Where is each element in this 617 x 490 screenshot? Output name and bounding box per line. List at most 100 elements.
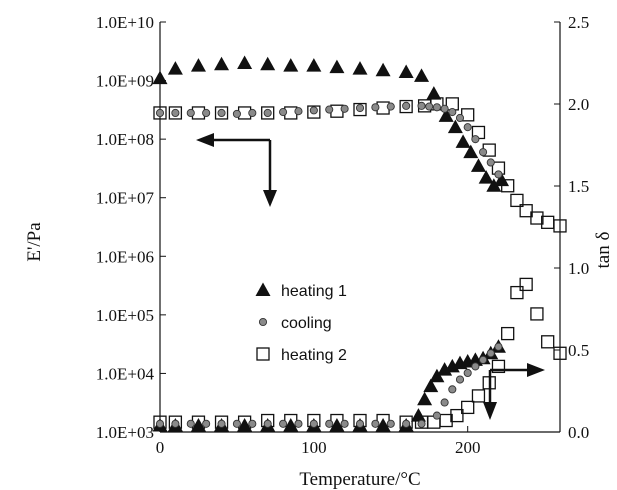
cooling-tan-delta-point (325, 419, 334, 428)
heating-1-tan-delta-point (375, 417, 391, 432)
cooling-tan-delta-point (309, 419, 318, 428)
modulus-arrow-head-left (196, 133, 214, 147)
left-y-axis-title: E'/Pa (24, 222, 45, 262)
left-y-tick-label: 1.0E+10 (96, 13, 154, 32)
cooling-modulus-point (448, 108, 457, 117)
ticks-group: 0 100 200 1.0E+03 1.0E+04 1.0E+05 1.0E+06 1.0E+… (96, 13, 589, 457)
heating-2-tan-delta-point (530, 307, 544, 321)
cooling-tan-delta-point (486, 349, 495, 358)
cooling-tan-delta-point (355, 419, 365, 428)
legend-marker-heating-1 (255, 282, 271, 296)
heating-1-modulus-point (214, 56, 230, 71)
cooling-tan-delta-point (232, 419, 241, 428)
heating-1-tan-delta-point (423, 378, 439, 393)
heating-2-modulus-point (168, 106, 183, 120)
heating-1-modulus-point (167, 61, 183, 75)
heating-2-tan-delta-point (519, 277, 533, 292)
heating-2-modulus-point (519, 204, 533, 218)
cooling-modulus-point (355, 103, 365, 113)
cooling-tan-delta-point (463, 368, 472, 378)
cooling-modulus-point (455, 113, 465, 123)
heating-1-modulus-point (438, 108, 454, 122)
cooling-tan-delta-point (471, 362, 480, 371)
cooling-tan-delta-point (479, 355, 488, 364)
heating-1-modulus-point (260, 56, 276, 71)
heating-1-modulus-point (463, 144, 479, 159)
cooling-tan-delta-point (279, 419, 288, 428)
heating-1-tan-delta-point (329, 417, 345, 432)
heating-1-modulus-point (426, 86, 442, 100)
axes-group (159, 22, 561, 433)
cooling-tan-delta-point (186, 419, 195, 428)
left-y-tick-label: 1.0E+07 (96, 189, 155, 208)
heating-1-tan-delta-point (237, 417, 253, 432)
right-y-tick-label: 0.0 (568, 423, 589, 442)
cooling-modulus-point (432, 103, 441, 112)
heating-1-modulus-point (306, 58, 322, 72)
heating-1-tan-delta-point (283, 417, 299, 432)
cooling-modulus-point (202, 108, 211, 118)
cooling-tan-delta-point (371, 419, 380, 428)
heating-1-modulus-point (478, 170, 494, 184)
cooling-tan-delta-point (263, 419, 272, 428)
cooling-modulus-point (479, 148, 488, 157)
heating-1-modulus-point (455, 134, 471, 148)
right-y-axis-title: tan δ (593, 231, 614, 268)
heating-2-tan-delta-point (553, 346, 567, 360)
cooling-tan-delta-point (294, 419, 303, 428)
tan-delta-arrow-head-down (483, 402, 497, 420)
cooling-modulus-point (171, 108, 180, 118)
cooling-modulus-point (294, 107, 303, 116)
legend-marker-cooling (258, 317, 268, 327)
heating-2-modulus-point (214, 106, 229, 120)
legend-label-heating-2: heating 2 (281, 347, 347, 364)
right-y-tick-label: 1.5 (568, 177, 589, 196)
heating-1-modulus-point (237, 55, 253, 69)
legend-marker-heating-2 (256, 347, 270, 361)
heating-1-modulus-point (470, 158, 486, 172)
heating-2-tan-delta-point (501, 326, 515, 341)
left-y-tick-label: 1.0E+06 (96, 247, 154, 266)
heating-2-tan-delta-point (510, 285, 524, 300)
right-y-tick-label: 2.5 (568, 13, 589, 32)
right-y-tick-label: 0.5 (568, 341, 589, 360)
cooling-modulus-point (248, 108, 257, 118)
left-y-tick-label: 1.0E+05 (96, 306, 154, 325)
heating-1-modulus-point (329, 59, 345, 74)
cooling-modulus-point (263, 108, 272, 118)
heating-2-tan-delta-point (450, 408, 464, 423)
cooling-tan-delta-point (248, 419, 257, 428)
heating-2-modulus-point (510, 193, 524, 208)
cooling-tan-delta-point (171, 419, 180, 428)
legend-label-heating-1: heating 1 (281, 283, 347, 300)
heating-2-modulus-point (307, 105, 321, 119)
heating-1-modulus-point (190, 58, 206, 72)
modulus-arrow-head-down (263, 190, 277, 207)
cooling-tan-delta-point (217, 419, 226, 428)
heating-2-tan-delta-point (541, 335, 555, 349)
cooling-modulus-point (440, 104, 449, 113)
cooling-modulus-point (417, 101, 426, 110)
cooling-tan-delta-point (432, 411, 441, 420)
cooling-modulus-point (155, 108, 165, 118)
heating-2-modulus-point (553, 219, 567, 233)
left-y-tick-label: 1.0E+03 (96, 423, 154, 442)
cooling-modulus-point (217, 108, 226, 118)
cooling-modulus-point (371, 103, 380, 112)
heating-1-modulus-point (398, 64, 414, 79)
cooling-tan-delta-point (402, 419, 411, 428)
cooling-modulus-point (463, 123, 472, 132)
cooling-modulus-point (425, 102, 434, 111)
heating-2-tan-delta-point (461, 400, 475, 415)
cooling-tan-delta-point (340, 419, 349, 428)
x-axis-title: Temperature/°C (299, 469, 420, 490)
axis-indicator-arrows (196, 133, 545, 420)
right-y-tick-label: 1.0 (568, 259, 589, 278)
cooling-tan-delta-point (155, 419, 165, 428)
x-tick-label: 0 (156, 438, 165, 457)
heating-1-modulus-point (486, 178, 502, 192)
cooling-modulus-point (309, 106, 318, 115)
left-y-tick-label: 1.0E+09 (96, 72, 154, 91)
cooling-modulus-point (340, 104, 349, 113)
